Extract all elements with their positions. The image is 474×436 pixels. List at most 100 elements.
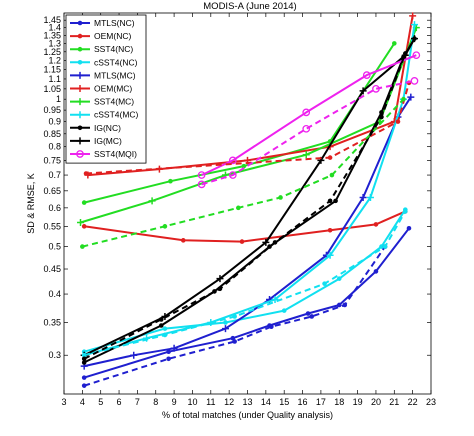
- data-point: [228, 171, 237, 179]
- data-point: [342, 302, 348, 308]
- legend-label: SST4(NC): [94, 44, 133, 54]
- data-point: [76, 98, 84, 106]
- data-point: [326, 251, 334, 259]
- data-point: [329, 172, 335, 178]
- x-tick-label: 21: [389, 397, 399, 407]
- data-point: [77, 33, 83, 39]
- y-tick-label: 0.35: [43, 317, 61, 327]
- x-tick-label: 22: [408, 397, 418, 407]
- y-tick-label: 0.5: [48, 242, 61, 252]
- data-point: [232, 314, 237, 319]
- x-tick-label: 17: [316, 397, 326, 407]
- x-tick-label: 6: [117, 397, 122, 407]
- data-point: [305, 311, 311, 316]
- legend-entry: cSST4(NC): [70, 57, 138, 67]
- data-point: [410, 21, 418, 29]
- y-tick-label: 0.7: [48, 170, 61, 180]
- data-point: [77, 219, 85, 227]
- data-point: [412, 51, 421, 60]
- data-point: [81, 224, 87, 229]
- data-point: [333, 198, 338, 204]
- data-point: [223, 320, 228, 325]
- data-point: [166, 349, 171, 355]
- data-point: [81, 349, 87, 355]
- legend-entry: SST4(MQI): [70, 149, 137, 159]
- data-point: [322, 281, 327, 286]
- data-point: [309, 314, 315, 319]
- data-point: [76, 111, 84, 119]
- y-tick-label: 0.6: [48, 203, 61, 213]
- data-point: [327, 155, 333, 160]
- data-point: [166, 356, 171, 362]
- x-tick-label: 7: [135, 397, 140, 407]
- series-line: [83, 38, 416, 364]
- series-line: [83, 38, 416, 357]
- axis-ticks: 3 4 5 6 7 8 9 10 11 12 13 14 15 16 17 18 19 20 21 22 23 0.3 0.…: [43, 13, 436, 407]
- data-point: [76, 71, 84, 79]
- data-point: [407, 93, 415, 101]
- legend-label: SST4(MQI): [94, 149, 137, 159]
- y-tick-label: 1.4: [48, 23, 61, 33]
- data-point: [373, 222, 379, 227]
- data-point: [362, 71, 371, 79]
- series-dashed-13: [80, 96, 406, 249]
- y-tick-label: 0.8: [48, 142, 61, 152]
- data-point: [409, 12, 417, 20]
- series-dashed-15: [81, 51, 408, 362]
- data-point: [382, 244, 388, 249]
- x-tick-label: 13: [242, 397, 252, 407]
- series-line: [201, 79, 415, 186]
- series-line: [85, 82, 410, 175]
- y-axis-label: SD & RMSE, K: [26, 173, 36, 234]
- y-tick-label: 1.25: [43, 47, 61, 57]
- x-tick-label: 23: [426, 397, 436, 407]
- data-point: [302, 124, 311, 133]
- legend-label: OEM(MC): [94, 84, 132, 94]
- data-point: [379, 244, 384, 249]
- y-tick-label: 1.2: [48, 55, 61, 65]
- data-point: [379, 114, 384, 120]
- y-tick-label: 1.35: [43, 30, 61, 40]
- series-lines: [77, 12, 421, 388]
- legend: MTLS(NC) OEM(NC) SST4(NC) cSST4(NC) MTLS(MC)…: [65, 14, 147, 164]
- x-tick-label: 4: [80, 397, 85, 407]
- y-tick-label: 1.05: [43, 84, 61, 94]
- data-point: [336, 276, 342, 281]
- y-tick-label: 0.45: [43, 264, 61, 274]
- data-point: [162, 224, 168, 229]
- legend-entry: MTLS(MC): [70, 70, 136, 80]
- series-line: [83, 209, 407, 353]
- data-point: [77, 20, 83, 26]
- data-point: [372, 84, 380, 93]
- data-point: [130, 351, 138, 359]
- data-point: [272, 240, 278, 245]
- data-point: [221, 325, 229, 333]
- data-point: [81, 200, 87, 205]
- data-point: [392, 41, 397, 46]
- legend-label: IG(MC): [94, 136, 122, 146]
- chart-title: MODIS-A (June 2014): [203, 1, 296, 12]
- series-line: [201, 54, 417, 177]
- data-point: [81, 356, 87, 362]
- data-point: [281, 308, 287, 313]
- legend-label: MTLS(MC): [94, 70, 136, 80]
- data-point: [77, 46, 83, 52]
- data-point: [327, 227, 333, 233]
- x-tick-label: 3: [61, 397, 66, 407]
- legend-entry: MTLS(NC): [70, 18, 135, 28]
- data-point: [170, 344, 178, 352]
- legend-label: cSST4(MC): [94, 110, 139, 120]
- data-point: [403, 51, 408, 56]
- x-tick-label: 19: [353, 397, 363, 407]
- data-point: [239, 239, 245, 244]
- y-tick-label: 0.65: [43, 186, 61, 196]
- data-point: [81, 352, 87, 358]
- y-tick-label: 1.15: [43, 64, 61, 74]
- data-point: [148, 197, 156, 205]
- data-point: [81, 360, 87, 365]
- data-point: [197, 180, 206, 189]
- data-point: [336, 302, 342, 308]
- data-point: [76, 85, 84, 92]
- data-point: [401, 96, 406, 102]
